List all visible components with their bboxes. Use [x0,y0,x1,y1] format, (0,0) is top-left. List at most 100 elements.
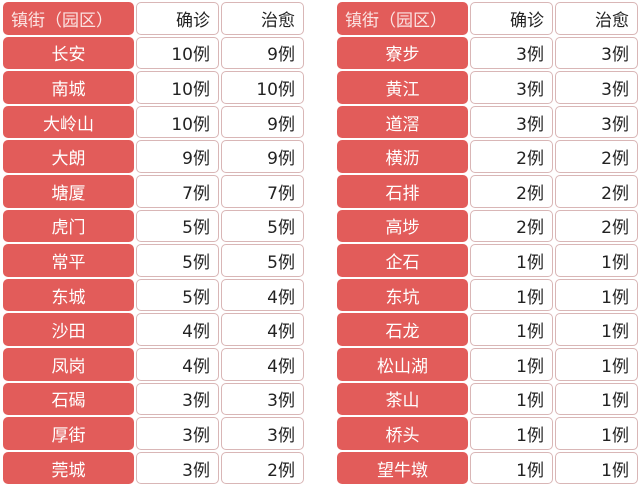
confirmed-cell: 3例 [470,105,553,139]
header-cured: 治愈 [555,2,638,35]
table-row: 大朗 9例 9例 [3,140,304,173]
table-row: 南城 10例 10例 [3,71,304,104]
district-cell: 沙田 [3,313,134,346]
table-row: 塘厦 7例 7例 [3,174,304,208]
cured-cell: 5例 [221,209,304,243]
confirmed-cell: 1例 [470,313,553,346]
cases-table-right: 镇街（园区） 确诊 治愈 寮步 3例 3例 黄江 3例 3例 道滘 3例 3例 横沥 2例 2例 石排 2例 2例… [337,2,638,486]
cured-cell: 1例 [555,417,638,450]
district-cell: 茶山 [337,382,468,416]
confirmed-cell: 3例 [136,451,219,485]
table-row: 长安 10例 9例 [3,36,304,70]
confirmed-cell: 2例 [470,140,553,173]
cured-cell: 3例 [221,417,304,450]
table-row: 莞城 3例 2例 [3,451,304,485]
cured-cell: 9例 [221,105,304,139]
cured-cell: 2例 [221,451,304,485]
table-row: 东城 5例 4例 [3,278,304,312]
confirmed-cell: 7例 [136,174,219,208]
district-cell: 黄江 [337,71,468,104]
district-cell: 凤岗 [3,347,134,381]
cured-cell: 1例 [555,278,638,312]
cured-cell: 3例 [555,36,638,70]
confirmed-cell: 10例 [136,71,219,104]
table-row: 松山湖 1例 1例 [337,347,638,381]
district-cell: 常平 [3,244,134,277]
district-cell: 桥头 [337,417,468,450]
district-cell: 莞城 [3,451,134,485]
confirmed-cell: 1例 [470,451,553,485]
header-cured: 治愈 [221,2,304,35]
confirmed-cell: 5例 [136,278,219,312]
district-cell: 虎门 [3,209,134,243]
table-row: 常平 5例 5例 [3,244,304,277]
cured-cell: 2例 [555,140,638,173]
confirmed-cell: 1例 [470,417,553,450]
cured-cell: 1例 [555,451,638,485]
cured-cell: 1例 [555,244,638,277]
confirmed-cell: 3例 [136,417,219,450]
table-row: 横沥 2例 2例 [337,140,638,173]
cured-cell: 5例 [221,244,304,277]
table-row: 石碣 3例 3例 [3,382,304,416]
cured-cell: 1例 [555,313,638,346]
header-district: 镇街（园区） [337,2,468,35]
confirmed-cell: 4例 [136,347,219,381]
cured-cell: 4例 [221,278,304,312]
district-cell: 大岭山 [3,105,134,139]
confirmed-cell: 3例 [470,36,553,70]
table-row: 桥头 1例 1例 [337,417,638,450]
confirmed-cell: 3例 [136,382,219,416]
district-cell: 塘厦 [3,174,134,208]
cured-cell: 4例 [221,347,304,381]
confirmed-cell: 10例 [136,105,219,139]
cured-cell: 3例 [555,105,638,139]
cured-cell: 2例 [555,174,638,208]
district-cell: 东城 [3,278,134,312]
confirmed-cell: 1例 [470,244,553,277]
cured-cell: 7例 [221,174,304,208]
table-row: 沙田 4例 4例 [3,313,304,346]
district-cell: 南城 [3,71,134,104]
district-cell: 大朗 [3,140,134,173]
table-row: 大岭山 10例 9例 [3,105,304,139]
confirmed-cell: 4例 [136,313,219,346]
header-confirmed: 确诊 [470,2,553,35]
cured-cell: 3例 [555,71,638,104]
table-row: 东坑 1例 1例 [337,278,638,312]
confirmed-cell: 5例 [136,209,219,243]
confirmed-cell: 3例 [470,71,553,104]
cured-cell: 4例 [221,313,304,346]
confirmed-cell: 2例 [470,209,553,243]
table-row: 虎门 5例 5例 [3,209,304,243]
confirmed-cell: 2例 [470,174,553,208]
district-cell: 寮步 [337,36,468,70]
table-header: 镇街（园区） 确诊 治愈 [3,2,304,35]
confirmed-cell: 1例 [470,382,553,416]
table-row: 望牛墩 1例 1例 [337,451,638,485]
table-row: 高埗 2例 2例 [337,209,638,243]
district-cell: 长安 [3,36,134,70]
cured-cell: 9例 [221,140,304,173]
confirmed-cell: 1例 [470,347,553,381]
district-cell: 高埗 [337,209,468,243]
table-row: 黄江 3例 3例 [337,71,638,104]
table-row: 厚街 3例 3例 [3,417,304,450]
district-cell: 道滘 [337,105,468,139]
table-row: 茶山 1例 1例 [337,382,638,416]
cases-table-left: 镇街（园区） 确诊 治愈 长安 10例 9例 南城 10例 10例 大岭山 10例 9例 大朗 9例 9例塘… [3,2,304,486]
cured-cell: 9例 [221,36,304,70]
district-cell: 石龙 [337,313,468,346]
district-cell: 松山湖 [337,347,468,381]
header-confirmed: 确诊 [136,2,219,35]
header-district: 镇街（园区） [3,2,134,35]
cured-cell: 2例 [555,209,638,243]
confirmed-cell: 5例 [136,244,219,277]
table-row: 企石 1例 1例 [337,244,638,277]
cured-cell: 1例 [555,347,638,381]
district-cell: 横沥 [337,140,468,173]
confirmed-cell: 10例 [136,36,219,70]
table-header: 镇街（园区） 确诊 治愈 [337,2,638,35]
table-row: 道滘 3例 3例 [337,105,638,139]
district-cell: 企石 [337,244,468,277]
